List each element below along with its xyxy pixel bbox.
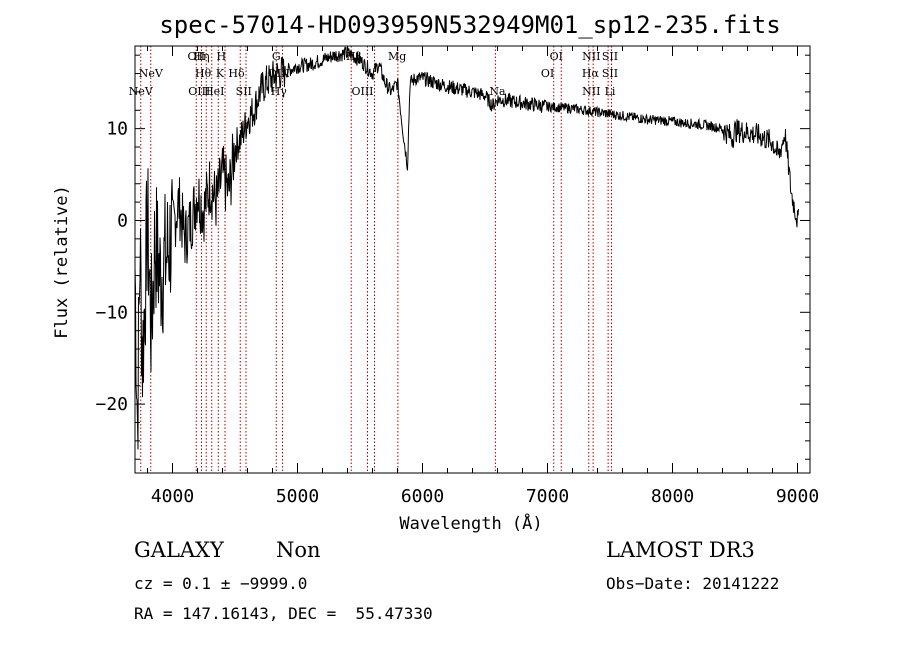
line-label: NeV [129,85,154,98]
y-tick-label: −20 [95,394,128,415]
x-tick-label: 9000 [776,486,819,507]
plot-frame [134,45,811,474]
x-tick-label: 4000 [151,486,194,507]
redshift-cz: cz = 0.1 ± −9999.0 [134,574,308,593]
line-label: H [217,50,227,63]
line-label: Na [489,85,506,98]
spectrum-line [134,46,799,450]
y-tick-label: −10 [95,302,128,323]
y-tick-label: 0 [117,211,128,232]
x-tick-label: 5000 [276,486,319,507]
axes: 4000 5000 6000 7000 8000 9000 −20 −10 0 10 [95,45,819,507]
object-subclass: Non [276,538,321,562]
chart-title: spec-57014-HD093959N532949M01_sp12-235.f… [159,11,780,39]
line-label: OII [187,50,205,63]
line-label: Mg [388,50,406,63]
line-label: SII [236,85,252,98]
line-label: SII [602,67,618,80]
line-label: Hθ [195,67,212,80]
line-label: K [216,67,225,80]
spectrum-series [134,46,799,450]
survey-name: LAMOST DR3 [606,538,755,562]
emission-line-markers [140,46,612,473]
line-label: NII [582,50,600,63]
line-label: HeI [204,85,224,98]
line-label: OIII [188,85,210,98]
y-axis-label: Flux (relative) [52,185,72,339]
line-label: SII [602,50,618,63]
line-label: OI [541,67,554,80]
line-label: OI [550,50,563,63]
line-label: NII [582,85,600,98]
line-label: Hδ [228,67,245,80]
line-label: Li [605,85,616,98]
coordinates: RA = 147.16143, DEC = 55.47330 [134,604,433,623]
line-label: Hβ [346,50,362,63]
line-label: NeV [139,67,164,80]
x-tick-label: 8000 [651,486,694,507]
x-axis-label: Wavelength (Å) [399,512,542,534]
x-tick-label: 6000 [401,486,444,507]
x-tick-label: 7000 [526,486,569,507]
line-label: OIII [268,67,290,80]
line-label: Hη [193,50,209,63]
line-label: Hα [582,67,600,80]
object-class: GALAXY [134,538,224,562]
line-label: OIII [351,85,373,98]
line-label: Hγ [271,85,288,98]
line-label: G [272,50,281,63]
y-tick-label: 10 [106,119,128,140]
observation-date: Obs−Date: 20141222 [606,574,780,593]
